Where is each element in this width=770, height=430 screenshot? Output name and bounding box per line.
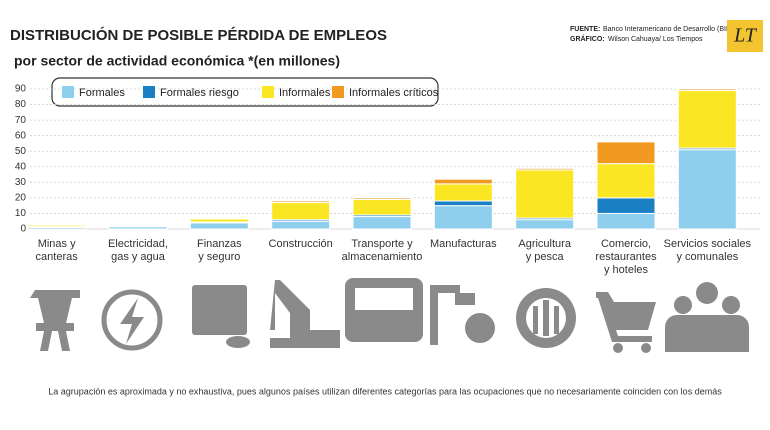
bar-segment — [677, 149, 737, 230]
bar-segment — [189, 217, 249, 220]
y-tick-label: 40 — [15, 161, 27, 172]
y-tick-label: 70 — [15, 115, 27, 126]
x-tick-label: Comercio, restaurantes y hoteles — [595, 238, 657, 276]
legend-box — [51, 77, 439, 107]
icon-coins — [226, 336, 250, 348]
icon-electricity — [101, 289, 163, 351]
y-tick-label: 0 — [20, 224, 26, 235]
bar-segment — [352, 216, 412, 230]
legend-swatch — [332, 86, 344, 98]
bar-segment — [433, 205, 493, 230]
bar-segment — [515, 169, 575, 219]
credit: Wilson Cahuaya/ Los Tiempos — [608, 36, 703, 43]
y-tick-label: 80 — [15, 99, 27, 110]
legend-swatch — [62, 86, 74, 98]
y-tick-label: 90 — [15, 84, 27, 95]
legend-label: Formales riesgo — [160, 87, 239, 99]
bar-segment — [677, 88, 737, 92]
y-tick-label: 10 — [15, 208, 27, 219]
legend-label: Informales críticos — [349, 87, 439, 99]
icon-cart-wheel — [641, 343, 651, 353]
icon-construction — [270, 280, 340, 348]
icon-person — [722, 296, 740, 314]
bar-segment — [433, 200, 493, 207]
footnote: La agrupación es aproximada y no exhaust… — [48, 386, 722, 396]
x-tick-label: Manufacturas — [430, 238, 497, 250]
bar-segment — [433, 183, 493, 202]
legend-swatch — [143, 86, 155, 98]
bar-segment — [433, 178, 493, 185]
y-tick-label: 60 — [15, 130, 27, 141]
bar-segment — [515, 167, 575, 171]
icon-finance — [192, 285, 247, 335]
bar-segment — [515, 219, 575, 230]
bar-segment — [271, 220, 331, 230]
icon-person — [696, 282, 718, 304]
x-tick-label: Construcción — [268, 238, 333, 250]
icon-truck-window — [355, 288, 413, 310]
x-tick-label: Transporte y almacenamiento — [341, 238, 423, 263]
y-tick-label: 20 — [15, 193, 27, 204]
icon-gear — [465, 313, 495, 343]
x-tick-label: Servicios sociales y comunales — [663, 238, 752, 263]
source: Banco Interamericano de Desarrollo (BID) — [603, 26, 733, 33]
icons — [30, 278, 749, 353]
source-label: FUENTE: — [570, 26, 600, 33]
y-tick-label: 30 — [15, 177, 27, 188]
logo: LT — [733, 25, 758, 47]
x-tick-label: Electricidad, gas y agua — [108, 238, 168, 263]
chart-title: DISTRIBUCIÓN DE POSIBLE PÉRDIDA DE EMPLE… — [10, 26, 387, 44]
bar-segment — [271, 202, 331, 221]
x-tick-label: Finanzas y seguro — [197, 238, 242, 263]
bar-segment — [271, 200, 331, 204]
bar-segment — [596, 141, 656, 165]
bar-segment — [596, 212, 656, 230]
icon-mining — [30, 290, 80, 351]
legend-swatch — [262, 86, 274, 98]
icon-manufacturing — [430, 285, 475, 345]
icon-wheat — [533, 300, 559, 336]
legend-label: Formales — [79, 87, 125, 99]
icon-person — [674, 296, 692, 314]
icon-cart-wheel — [613, 343, 623, 353]
icon-bolt — [120, 298, 144, 344]
icon-cart — [596, 292, 656, 342]
legend-label: Informales — [279, 87, 331, 99]
bar-segment — [596, 163, 656, 199]
y-tick-label: 50 — [15, 146, 27, 157]
icon-people — [665, 315, 749, 352]
x-tick-label: Agricultura y pesca — [518, 238, 571, 263]
x-tick-label: Minas y canteras — [35, 238, 78, 263]
bar-segment — [596, 197, 656, 214]
logo-box — [727, 20, 763, 52]
bar-segment — [677, 90, 737, 149]
bar-segment — [189, 222, 249, 230]
bar-segment — [352, 198, 412, 216]
credit-label: GRÁFICO: — [570, 34, 605, 43]
chart-subtitle: por sector de actividad económica *(en m… — [14, 53, 340, 69]
bar-segment — [352, 197, 412, 200]
